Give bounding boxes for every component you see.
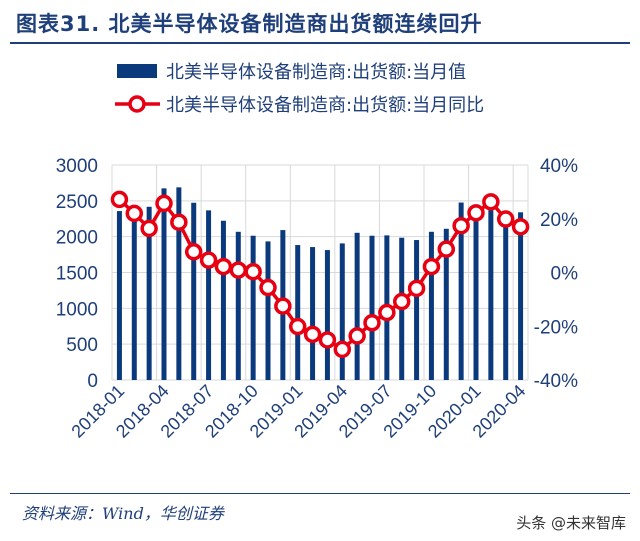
y-left-tick-label: 500 bbox=[66, 335, 98, 356]
yoy-point bbox=[214, 257, 233, 276]
yoy-point bbox=[363, 314, 381, 332]
yoy-point bbox=[229, 261, 248, 279]
bar bbox=[339, 243, 345, 380]
yoy-point bbox=[125, 204, 144, 223]
yoy-point bbox=[184, 243, 203, 261]
bar bbox=[324, 250, 330, 380]
yoy-point bbox=[378, 303, 396, 322]
bar bbox=[235, 231, 241, 380]
bar bbox=[176, 187, 182, 380]
bar bbox=[473, 209, 479, 380]
watermark: 头条 @未来智库 bbox=[516, 514, 626, 532]
bar bbox=[250, 235, 256, 380]
title-divider bbox=[10, 42, 630, 44]
y-right-tick-label: -40% bbox=[534, 371, 578, 392]
y-right-tick-label: 20% bbox=[540, 210, 578, 231]
bar bbox=[488, 210, 494, 380]
yoy-point bbox=[155, 194, 173, 213]
bar bbox=[131, 207, 137, 380]
bar bbox=[206, 210, 212, 380]
source-divider bbox=[10, 493, 630, 494]
y-left-tick-label: 3000 bbox=[56, 156, 98, 177]
legend-label-bar: 北美半导体设备制造商:出货额:当月值 bbox=[166, 62, 466, 83]
legend-label-line: 北美半导体设备制造商:出货额:当月同比 bbox=[166, 95, 484, 116]
bar bbox=[354, 232, 360, 380]
yoy-point bbox=[511, 218, 530, 236]
y-left-tick-label: 1500 bbox=[56, 264, 98, 285]
yoy-point bbox=[348, 327, 366, 345]
bar bbox=[146, 206, 152, 380]
yoy-point bbox=[288, 317, 307, 336]
yoy-point bbox=[392, 292, 411, 311]
bar bbox=[443, 228, 449, 380]
yoy-point bbox=[482, 193, 500, 211]
bar bbox=[428, 231, 434, 380]
yoy-point bbox=[140, 219, 158, 238]
bar bbox=[191, 202, 197, 380]
legend-line-marker bbox=[128, 95, 146, 113]
bar bbox=[458, 202, 464, 380]
bar bbox=[414, 240, 420, 380]
yoy-point bbox=[496, 210, 515, 228]
yoy-point bbox=[437, 240, 456, 258]
yoy-point bbox=[170, 213, 188, 231]
yoy-point bbox=[452, 216, 470, 235]
yoy-point bbox=[303, 325, 322, 344]
y-right-tick-label: 0% bbox=[551, 264, 579, 285]
bar bbox=[295, 245, 301, 380]
yoy-point bbox=[422, 257, 441, 276]
y-left-tick-label: 2000 bbox=[56, 228, 98, 249]
y-left-tick-label: 1000 bbox=[56, 299, 98, 320]
yoy-point bbox=[318, 331, 337, 349]
bar bbox=[161, 188, 167, 380]
bar bbox=[503, 221, 509, 380]
bar bbox=[265, 241, 271, 380]
bar bbox=[310, 247, 316, 380]
yoy-point bbox=[407, 279, 426, 298]
yoy-point bbox=[244, 262, 262, 281]
yoy-point bbox=[259, 278, 277, 297]
yoy-point bbox=[333, 340, 352, 359]
yoy-point bbox=[199, 251, 218, 269]
bar bbox=[518, 212, 524, 380]
yoy-point bbox=[274, 297, 292, 315]
y-left-tick-label: 0 bbox=[87, 371, 98, 392]
legend-bar-swatch bbox=[117, 64, 157, 78]
y-right-tick-label: 40% bbox=[540, 156, 578, 177]
bar bbox=[369, 235, 375, 380]
bar bbox=[220, 220, 226, 380]
figure-title: 图表31. 北美半导体设备制造商出货额连续回升 bbox=[16, 12, 483, 36]
y-right-tick-label: -20% bbox=[534, 317, 578, 338]
source-note: 资料来源：Wind，华创证券 bbox=[22, 504, 224, 523]
bar bbox=[116, 211, 122, 380]
y-left-tick-label: 2500 bbox=[56, 192, 98, 213]
yoy-point bbox=[110, 190, 129, 209]
yoy-point bbox=[467, 204, 485, 222]
